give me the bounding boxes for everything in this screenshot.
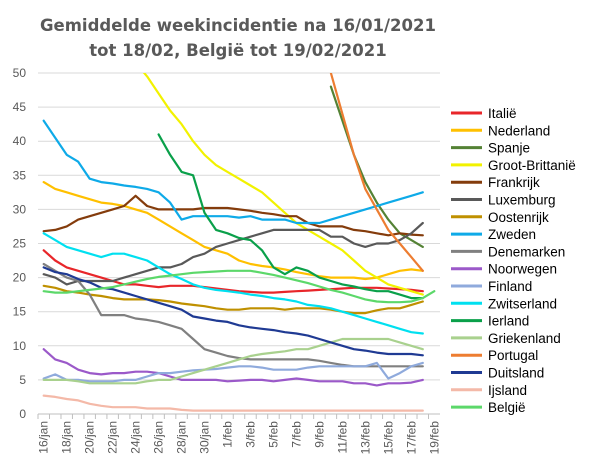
legend-label-3: Groot-Brittanië [488,158,576,173]
y-tick-label: 15 [13,305,27,319]
x-tick-label: 16/jan [37,421,51,454]
legend-label-11: Zwitserland [488,296,557,311]
legend-label-0: Italië [488,106,517,121]
x-tick-label: 30/jan [198,421,212,454]
legend-label-7: Zweden [488,227,536,242]
y-tick-label: 20 [13,271,27,285]
legend-label-5: Luxemburg [488,193,556,208]
x-tick-label: 13/feb [358,421,372,455]
series-line-2 [329,85,424,248]
y-tick-label: 40 [13,134,27,148]
legend-label-15: Duitsland [488,366,544,381]
legend-label-16: Ijsland [488,383,527,398]
legend-label-12: Ierland [488,314,529,329]
x-tick-label: 15/feb [381,421,395,455]
x-tick-label: 19/feb [427,421,441,455]
series-line-13 [42,337,424,385]
y-tick-label: 50 [13,66,27,80]
x-tick-label: 22/jan [106,421,120,454]
series-line-6 [42,284,424,315]
legend-label-6: Oostenrijk [488,210,549,225]
series-line-4 [42,194,424,237]
legend-label-8: Denemarken [488,244,565,259]
series-line-7 [42,119,424,225]
x-tick-label: 3/feb [243,421,257,448]
series-line-5 [42,221,424,286]
legend-label-10: Finland [488,279,532,294]
series-line-17 [42,269,436,304]
x-tick-label: 11/feb [335,421,349,454]
legend-label-13: Griekenland [488,331,561,346]
x-tick-label: 1/feb [221,421,235,448]
x-tick-label: 5/feb [266,421,280,448]
y-tick-label: 45 [13,100,27,114]
y-axis: 0 5 10 15 20 25 30 35 40 45 50 [13,66,27,421]
legend-label-14: Portugal [488,348,538,363]
chart-title-line-1: Gemiddelde weekincidentie na 16/01/2021 [40,16,436,35]
y-tick-label: 0 [19,407,26,421]
legend-label-9: Noorwegen [488,262,557,277]
series-line-16 [42,394,424,412]
chart-title: Gemiddelde weekincidentie na 16/01/2021 … [40,16,436,60]
x-axis: 16/jan 18/jan 20/jan 22/jan 24/jan 26/jan 28/j… [37,413,441,455]
x-tick-label: 28/jan [175,421,189,454]
x-tick-label: 9/feb [312,421,326,448]
y-tick-label: 10 [13,339,27,353]
y-tick-label: 5 [19,373,26,387]
x-tick-label: 24/jan [129,421,143,454]
y-tick-label: 30 [13,202,27,216]
x-tick-label: 7/feb [289,421,303,448]
series-line-10 [42,361,424,383]
legend-label-1: Nederland [488,123,550,138]
legend-label-2: Spanje [488,141,530,156]
series-line-12 [157,133,424,300]
series-line-11 [42,232,424,335]
y-tick-label: 25 [13,237,27,251]
gridlines [38,72,440,415]
series-line-3 [142,73,424,296]
series-line-1 [42,181,424,281]
y-tick-label: 35 [13,168,27,182]
x-tick-label: 17/feb [404,421,418,455]
x-tick-label: 18/jan [60,421,74,454]
x-tick-label: 26/jan [152,421,166,454]
plot-area [42,73,436,412]
series-lines [42,73,436,412]
chart-title-line-2: tot 18/02, België tot 19/02/2021 [89,41,386,60]
legend-label-4: Frankrijk [488,175,540,190]
series-line-9 [42,348,424,387]
series-line-14 [329,73,424,272]
legend-label-17: België [488,400,526,415]
x-tick-label: 20/jan [83,421,97,454]
legend: Italië Nederland Spanje Groot-Brittanië Fran… [451,106,576,415]
